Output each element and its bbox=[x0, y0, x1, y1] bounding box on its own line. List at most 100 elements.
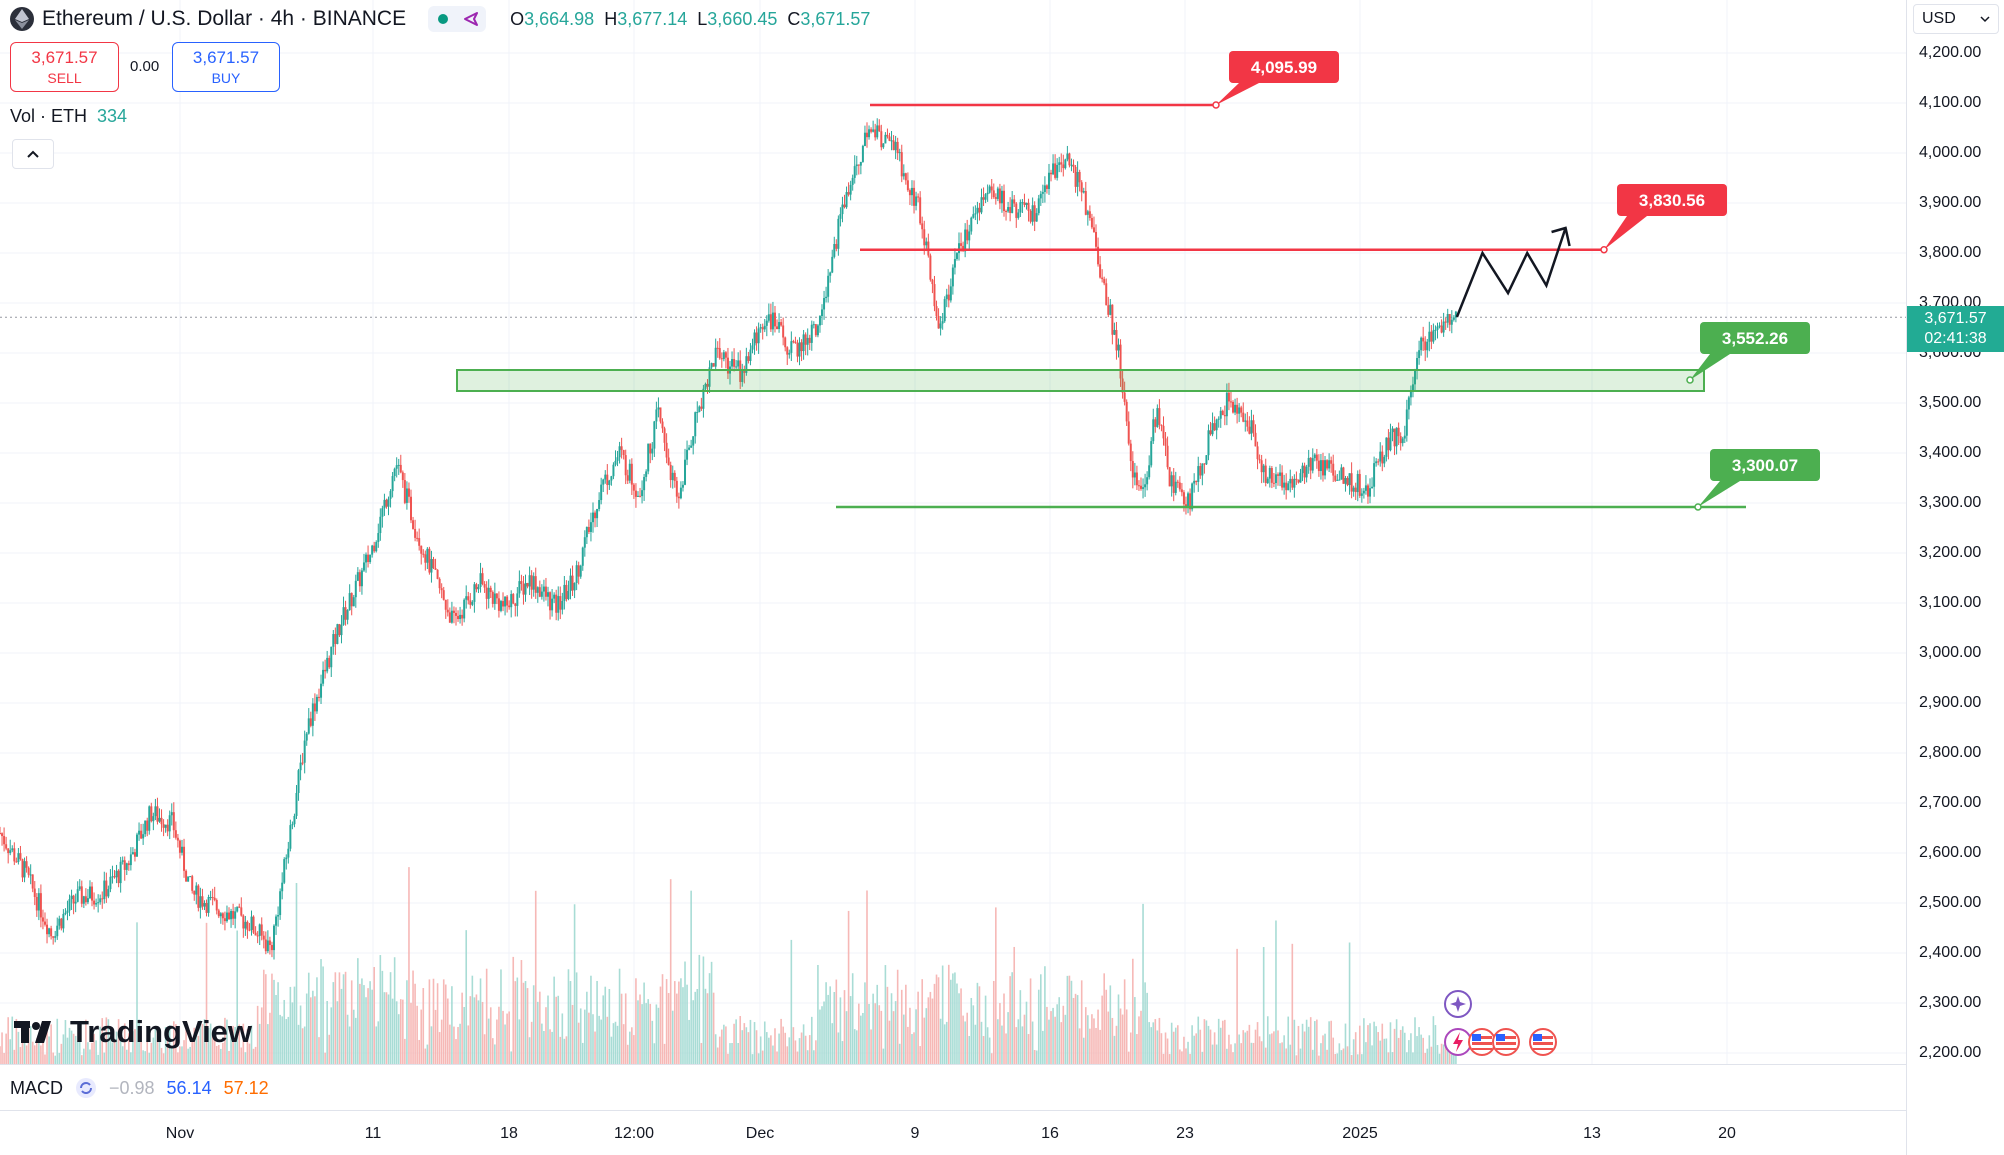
macd-legend[interactable]: MACD −0.98 56.14 57.12 bbox=[10, 1077, 269, 1099]
volume-bar bbox=[1068, 975, 1071, 1064]
volume-bar bbox=[76, 1041, 79, 1064]
volume-bar bbox=[992, 980, 995, 1064]
candle-body bbox=[1180, 489, 1183, 493]
price-chart[interactable]: 4,095.993,830.563,552.263,300.07 bbox=[0, 0, 1906, 1064]
candle-body bbox=[1324, 460, 1327, 476]
candle-body bbox=[1205, 455, 1208, 465]
volume-bar bbox=[357, 958, 359, 1064]
volume-bar bbox=[295, 883, 298, 1064]
volume-bar bbox=[473, 997, 476, 1064]
volume-bar bbox=[471, 975, 474, 1064]
refresh-icon[interactable] bbox=[75, 1077, 97, 1099]
volume-bar bbox=[377, 1021, 380, 1064]
candle-body bbox=[350, 593, 353, 607]
candle-body bbox=[414, 528, 417, 538]
volume-bar bbox=[671, 1010, 674, 1064]
candle-body bbox=[504, 596, 507, 607]
header-status-pills[interactable] bbox=[428, 6, 487, 32]
broadcast-icon[interactable] bbox=[460, 8, 482, 30]
candle-body bbox=[567, 591, 570, 600]
volume-bar bbox=[1324, 1033, 1326, 1064]
currency-select[interactable]: USD bbox=[1913, 4, 1999, 34]
volume-bar bbox=[140, 1030, 142, 1064]
volume-bar bbox=[890, 993, 893, 1064]
volume-bar bbox=[1399, 1029, 1402, 1064]
ethereum-icon[interactable] bbox=[10, 7, 34, 31]
candle-body bbox=[618, 446, 621, 458]
volume-bar bbox=[835, 979, 838, 1064]
candle-body bbox=[553, 594, 556, 599]
us-flag-event-icon[interactable] bbox=[1492, 1028, 1520, 1056]
collapse-legend-button[interactable] bbox=[12, 139, 54, 169]
volume-bar bbox=[1428, 1035, 1431, 1064]
volume-bar bbox=[913, 1032, 915, 1064]
candle-body bbox=[696, 412, 699, 414]
candle-body bbox=[651, 448, 654, 454]
volume-bar bbox=[1080, 980, 1083, 1064]
volume-bar bbox=[101, 1018, 104, 1064]
candle-body bbox=[48, 928, 51, 935]
candle-body bbox=[436, 569, 439, 579]
time-axis[interactable]: Nov 11 18 12:00 Dec 9 16 23 2025 13 20 bbox=[0, 1110, 1906, 1155]
candle-body bbox=[953, 258, 956, 268]
buy-button[interactable]: 3,671.57 BUY bbox=[172, 42, 280, 92]
volume-bar bbox=[657, 1007, 660, 1064]
volume-bar bbox=[1097, 1009, 1099, 1064]
candle-body bbox=[1005, 211, 1008, 213]
us-flag-event-icon[interactable] bbox=[1468, 1028, 1496, 1056]
volume-bar bbox=[498, 1006, 500, 1064]
volume-bar bbox=[203, 1019, 206, 1064]
candle-body bbox=[469, 600, 472, 605]
symbol-title[interactable]: Ethereum / U.S. Dollar · 4h · BINANCE bbox=[42, 7, 407, 30]
volume-bar bbox=[322, 966, 324, 1064]
candle-body bbox=[166, 824, 169, 832]
volume-bar bbox=[1442, 1044, 1445, 1064]
price-axis[interactable]: USD 4,200.00 4,100.00 4,000.00 3,900.00 3,80… bbox=[1906, 0, 2004, 1155]
candle-body bbox=[528, 575, 531, 587]
sell-button[interactable]: 3,671.57 SELL bbox=[10, 42, 119, 92]
callout-anchor bbox=[1600, 245, 1608, 254]
tradingview-logo[interactable]: TradingView bbox=[14, 1014, 252, 1050]
candle-body bbox=[138, 830, 141, 835]
candle-body bbox=[974, 213, 977, 215]
volume-bar bbox=[1213, 1032, 1216, 1064]
volume-bar bbox=[1336, 1053, 1339, 1064]
volume-bar bbox=[626, 1044, 629, 1064]
sparkle-event-icon[interactable] bbox=[1444, 990, 1472, 1018]
volume-bar bbox=[1025, 1001, 1028, 1064]
volume-bar bbox=[804, 1035, 807, 1064]
volume-bar bbox=[301, 1028, 304, 1064]
volume-bar bbox=[845, 1011, 848, 1064]
volume-bar bbox=[876, 984, 879, 1064]
volume-bar bbox=[428, 979, 431, 1064]
event-markers[interactable] bbox=[1440, 990, 1570, 1065]
candle-body bbox=[33, 888, 36, 897]
macd-pane[interactable]: MACD −0.98 56.14 57.12 bbox=[0, 1064, 1906, 1110]
candle-body bbox=[43, 921, 46, 925]
us-flag-event-icon[interactable] bbox=[1529, 1028, 1557, 1056]
status-dot-icon[interactable] bbox=[432, 8, 454, 30]
candle-body bbox=[945, 294, 948, 300]
candle-body bbox=[21, 859, 24, 878]
candle-body bbox=[281, 882, 284, 892]
candle-body bbox=[1350, 473, 1353, 492]
volume-bar bbox=[500, 969, 502, 1064]
volume-bar bbox=[13, 1049, 16, 1064]
volume-legend[interactable]: Vol · ETH 334 bbox=[10, 106, 127, 127]
candle-body bbox=[1409, 391, 1412, 398]
candle-body bbox=[291, 824, 294, 826]
candle-body bbox=[82, 896, 85, 904]
candle-body bbox=[254, 932, 257, 936]
volume-bar bbox=[786, 1046, 789, 1064]
lightning-event-icon[interactable] bbox=[1444, 1028, 1472, 1056]
volume-bar bbox=[960, 988, 962, 1064]
candle-body bbox=[530, 575, 533, 590]
chart-area[interactable]: 4,095.99 3,830.56 3,552.26 3,300.07 Ethereu… bbox=[0, 0, 1906, 1064]
volume-bar bbox=[168, 1025, 171, 1064]
volume-bar bbox=[700, 1042, 703, 1064]
candle-body bbox=[998, 188, 1001, 204]
candle-body bbox=[958, 243, 961, 254]
volume-bar bbox=[459, 1023, 461, 1064]
candle-body bbox=[661, 421, 664, 429]
candle-body bbox=[559, 596, 562, 610]
